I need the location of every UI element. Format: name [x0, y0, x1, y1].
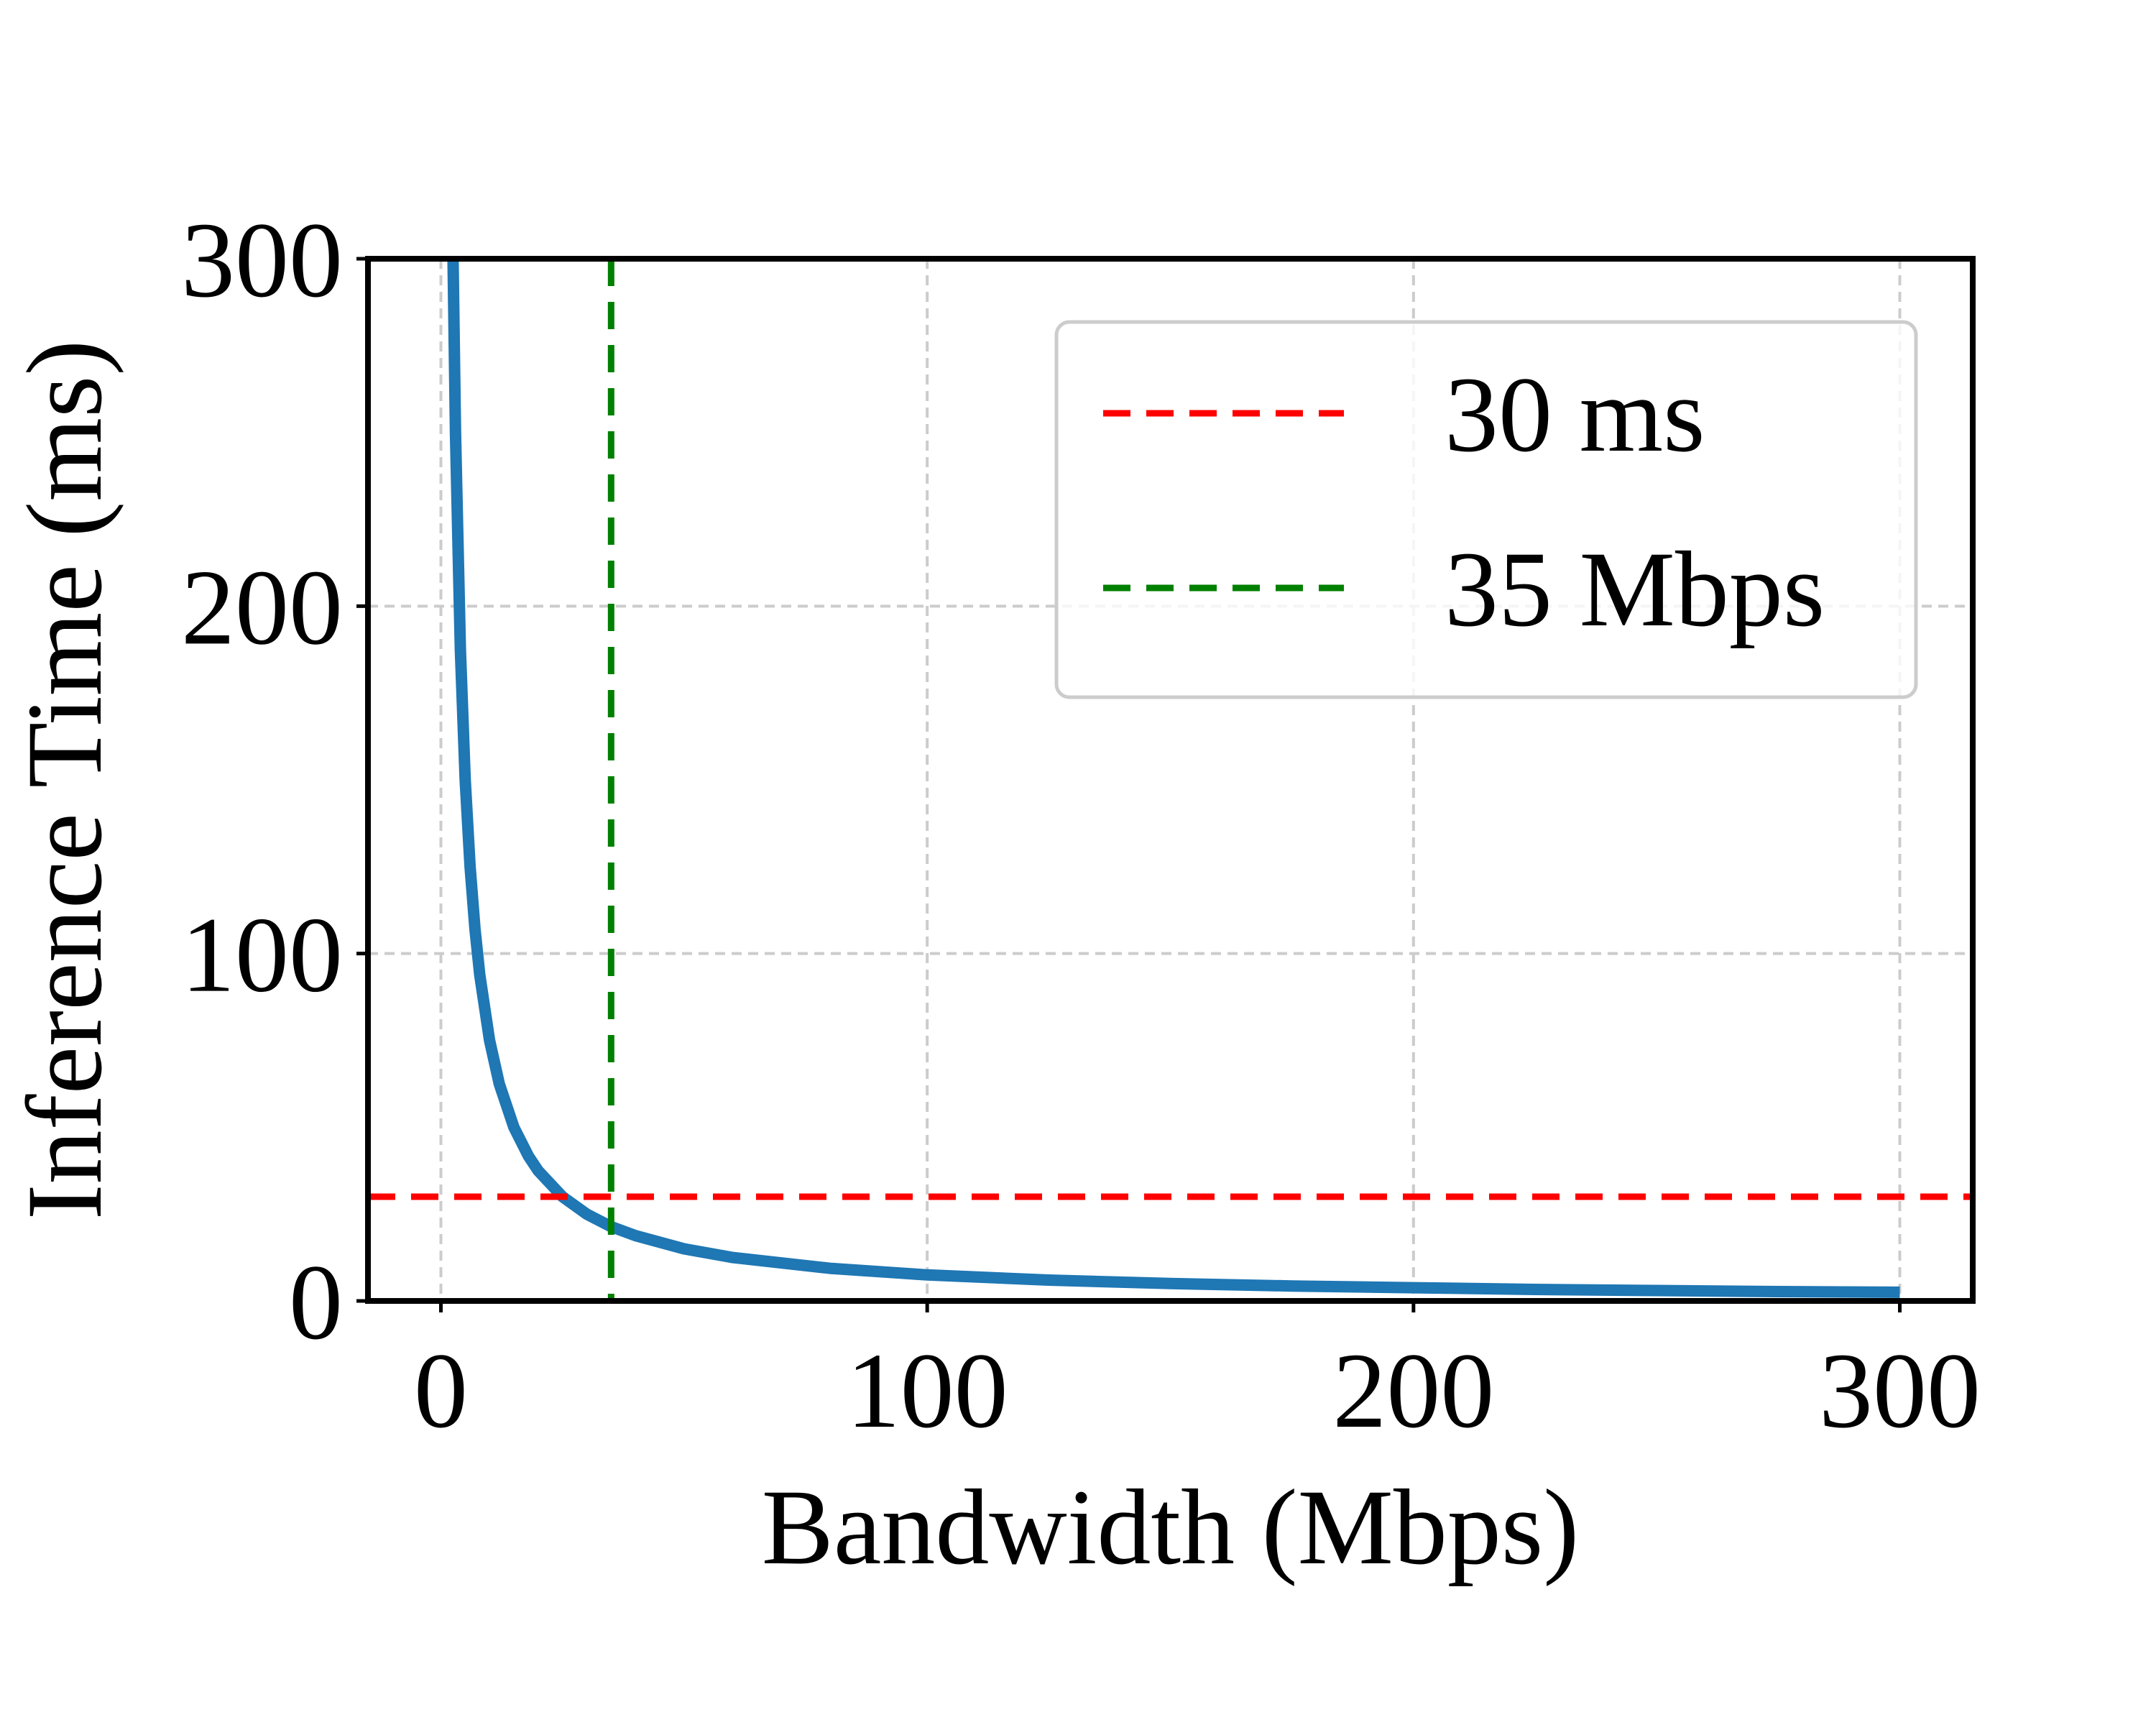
plot-frame: [365, 256, 1976, 1304]
ticks: 0 100 200 300 0 100 200 300: [181, 201, 1981, 1450]
y-tick-label: 300: [181, 201, 343, 320]
inference-time-line: [447, 259, 1900, 1298]
y-tick-label: 0: [289, 1243, 343, 1362]
x-axis-title: Bandwidth (Mbps): [762, 1468, 1579, 1587]
x-tick-label: 300: [1819, 1331, 1981, 1450]
y-tick-label: 200: [181, 548, 343, 667]
y-axis-title: Inference Time (ms): [5, 340, 124, 1220]
legend-label: 30 ms: [1445, 355, 1705, 474]
y-tick-label: 100: [181, 896, 343, 1015]
legend-box: [1054, 320, 1918, 699]
x-tick-label: 0: [414, 1331, 468, 1450]
legend: 30 ms 35 Mbps: [1054, 320, 1918, 699]
x-tick-label: 100: [847, 1331, 1008, 1450]
plot-data: [368, 259, 1973, 1301]
legend-label: 35 Mbps: [1445, 530, 1825, 649]
x-tick-label: 200: [1332, 1331, 1494, 1450]
